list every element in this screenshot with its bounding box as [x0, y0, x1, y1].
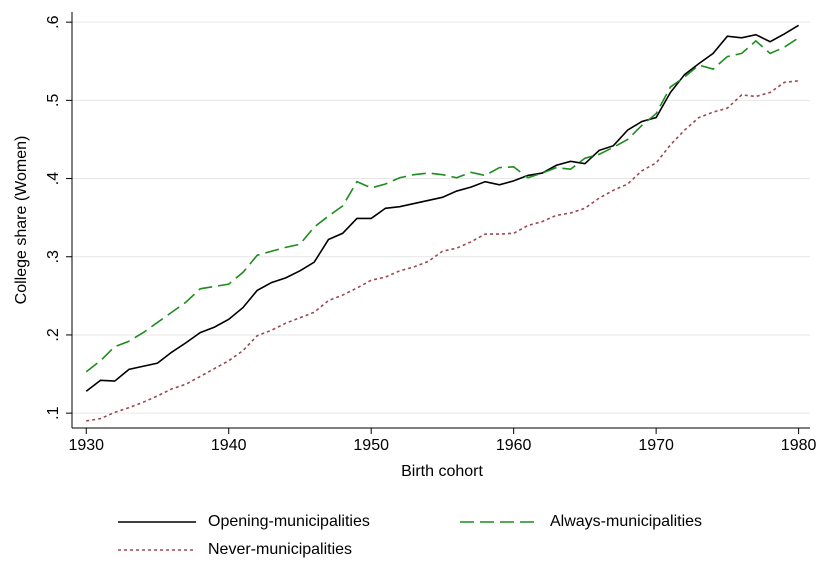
x-tick-label: 1980	[781, 437, 817, 454]
series-line	[86, 80, 799, 422]
legend-label: Always-municipalities	[550, 513, 702, 530]
x-tick-label: 1970	[638, 437, 674, 454]
x-tick-label: 1940	[211, 437, 247, 454]
series-line	[85, 37, 800, 373]
y-tick-label: .4	[45, 172, 62, 185]
x-axis-label: Birth cohort	[401, 463, 483, 480]
x-tick-label: 1950	[353, 437, 389, 454]
y-tick-label: .6	[45, 15, 62, 28]
y-tick-label: .5	[45, 94, 62, 107]
y-tick-label: .3	[45, 250, 62, 263]
x-tick-label: 1960	[496, 437, 532, 454]
x-tick-label: 1930	[68, 437, 104, 454]
y-tick-label: .1	[45, 406, 62, 419]
y-axis-label: College share (Women)	[13, 136, 30, 305]
y-tick-label: .2	[45, 328, 62, 341]
legend-label: Opening-municipalities	[208, 513, 370, 530]
legend-label: Never-municipalities	[208, 541, 352, 558]
series-line	[85, 24, 800, 392]
